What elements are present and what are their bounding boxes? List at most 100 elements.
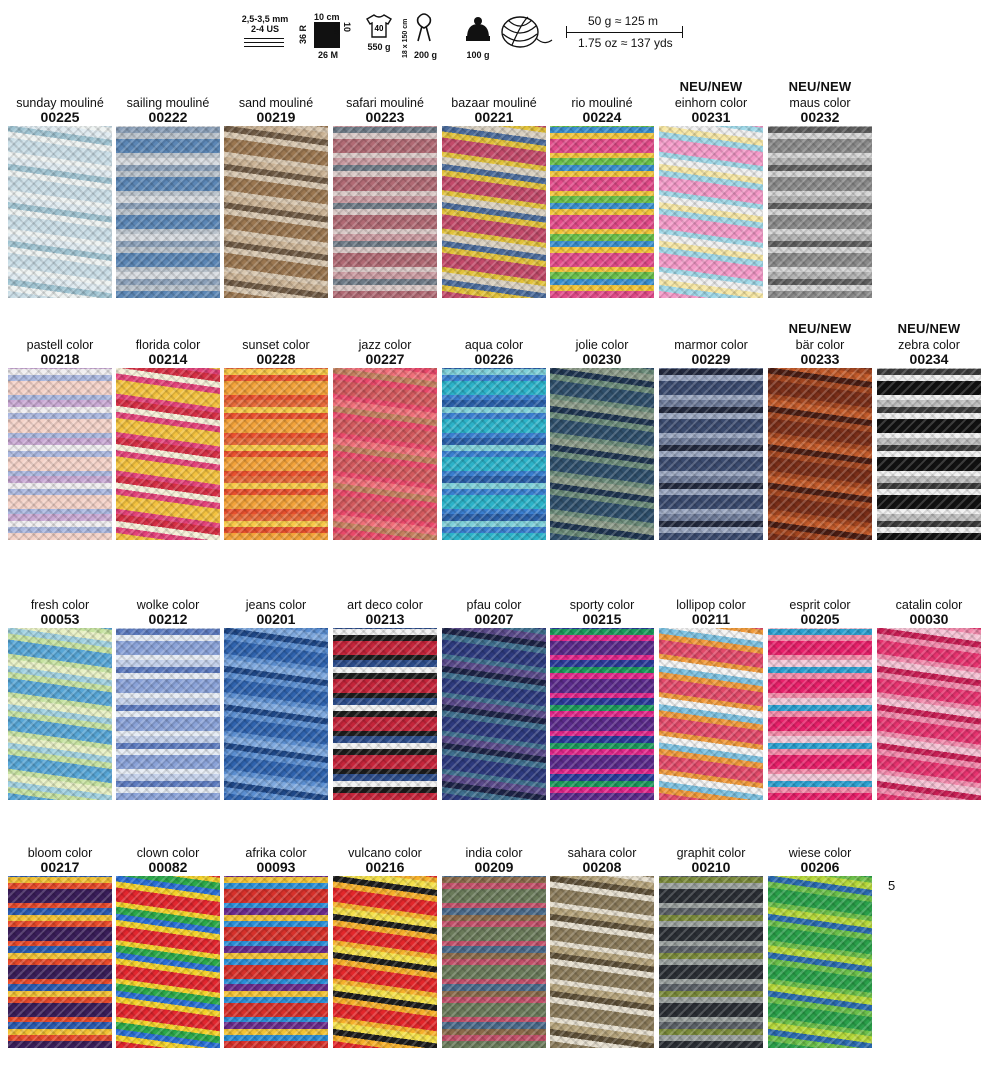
needle-us: 2-4 US <box>250 24 279 34</box>
color-name: marmor color <box>674 338 748 352</box>
knit-swatch-image <box>224 126 328 298</box>
color-name: catalin color <box>895 598 963 612</box>
yarn-swatch-item: safari mouliné 00223 <box>333 96 437 298</box>
knitting-needles-icon <box>244 38 284 50</box>
yarn-swatch-item: afrika color 00093 <box>224 846 328 1048</box>
new-badge: NEU/NEW <box>679 79 743 94</box>
color-name: bloom color <box>27 846 93 860</box>
color-name: sahara color <box>567 846 637 860</box>
yarn-swatch-item: sailing mouliné 00222 <box>116 96 220 298</box>
yarn-swatch-item: bloom color 00217 <box>8 846 112 1048</box>
color-name: vulcano color <box>348 846 422 860</box>
yarn-swatch-item: sunset color 00228 <box>224 338 328 540</box>
color-name: sunday mouliné <box>16 96 104 110</box>
yarn-ball-icon <box>498 14 554 54</box>
knit-swatch-image <box>224 368 328 540</box>
yarn-swatch-item: marmor color 00229 <box>659 338 763 540</box>
color-code: 00232 <box>800 109 840 125</box>
gauge-grid-icon <box>314 22 340 48</box>
knit-swatch-image <box>8 368 112 540</box>
yarn-swatch-item: jolie color 00230 <box>550 338 654 540</box>
garment-weight: 550 g <box>367 42 391 52</box>
knit-swatch-image <box>333 126 437 298</box>
yarn-swatch-item: pfau color 00207 <box>442 598 546 800</box>
color-code: 00231 <box>691 109 731 125</box>
hat-weight: 100 g <box>466 50 490 60</box>
color-name: wolke color <box>136 598 200 612</box>
color-code: 00224 <box>582 109 622 125</box>
knit-swatch-image <box>768 126 872 298</box>
yarn-swatch-item: NEU/NEW einhorn color 00231 <box>659 79 763 298</box>
knit-swatch-image <box>768 876 872 1048</box>
color-code: 00205 <box>800 611 840 627</box>
yarn-swatch-item: sand mouliné 00219 <box>224 96 328 298</box>
color-name: safari mouliné <box>346 96 424 110</box>
new-badge: NEU/NEW <box>788 79 852 94</box>
color-code: 00211 <box>691 611 731 627</box>
yarn-swatch-item: catalin color 00030 <box>877 598 981 800</box>
new-badge: NEU/NEW <box>788 321 852 336</box>
color-name: sporty color <box>569 598 635 612</box>
length-ratio: 50 g ≈ 125 m 1.75 oz ≈ 137 yds <box>562 14 692 54</box>
color-code: 00207 <box>474 611 514 627</box>
yarn-skein-icon <box>501 16 553 48</box>
page-number: 5 <box>888 878 896 893</box>
color-code: 00213 <box>365 611 405 627</box>
yarn-swatch-item: lollipop color 00211 <box>659 598 763 800</box>
color-name: sand mouliné <box>238 96 314 110</box>
yarn-swatch-item: florida color 00214 <box>116 338 220 540</box>
color-code: 00218 <box>40 351 80 367</box>
knit-swatch-image <box>550 126 654 298</box>
color-code: 00215 <box>582 611 622 627</box>
color-code: 00201 <box>256 611 296 627</box>
gauge-rows: 36 R <box>298 24 308 44</box>
scarf-shape-icon <box>416 13 432 42</box>
yarn-swatch-item: esprit color 00205 <box>768 598 872 800</box>
color-code: 00234 <box>909 351 949 367</box>
color-name: einhorn color <box>674 96 748 110</box>
yarn-swatch-item: art deco color 00213 <box>333 598 437 800</box>
knit-swatch-image <box>116 126 220 298</box>
color-name: india color <box>465 846 523 860</box>
knit-swatch-image <box>8 126 112 298</box>
yarn-swatch-item: bazaar mouliné 00221 <box>442 96 546 298</box>
yarn-swatch-item: jazz color 00227 <box>333 338 437 540</box>
color-name: jolie color <box>575 338 629 352</box>
color-name: art deco color <box>347 598 423 612</box>
color-name: rio mouliné <box>571 96 633 110</box>
knit-swatch-image <box>8 628 112 800</box>
color-name: jeans color <box>245 598 307 612</box>
scarf-size: 18 x 150 cm <box>402 18 409 58</box>
color-code: 00233 <box>800 351 840 367</box>
color-code: 00230 <box>582 351 622 367</box>
gauge-width: 10 cm <box>314 12 340 22</box>
color-name: bär color <box>795 338 845 352</box>
color-code: 00222 <box>148 109 188 125</box>
beanie-icon <box>466 17 490 41</box>
yarn-swatch-item: clown color 00082 <box>116 846 220 1048</box>
color-name: aqua color <box>464 338 524 352</box>
knit-swatch-image <box>116 628 220 800</box>
color-name: sunset color <box>242 338 310 352</box>
color-name: lollipop color <box>676 598 746 612</box>
color-code: 00082 <box>148 859 188 875</box>
color-name: clown color <box>136 846 200 860</box>
knit-swatch-image <box>224 876 328 1048</box>
knit-swatch-image <box>877 368 981 540</box>
color-code: 00053 <box>40 611 80 627</box>
gauge-height: 10 cm <box>332 22 352 36</box>
garment-icon: 40 550 g <box>364 14 394 62</box>
color-code: 00217 <box>40 859 80 875</box>
gauge-stitches: 26 M <box>318 50 339 60</box>
color-code: 00223 <box>365 109 405 125</box>
yarn-swatch-item: NEU/NEW zebra color 00234 <box>877 321 981 540</box>
knit-swatch-image <box>442 368 546 540</box>
needle-mm: 2,5-3,5 mm <box>241 14 289 24</box>
yarn-spec-icons: 2,5-3,5 mm 2-4 US 10 cm 36 R 10 cm 26 M … <box>240 8 700 64</box>
knit-swatch-image <box>659 126 763 298</box>
yarn-swatch-item: wolke color 00212 <box>116 598 220 800</box>
yarn-swatch-item: aqua color 00226 <box>442 338 546 540</box>
color-name: jazz color <box>358 338 412 352</box>
color-name: pfau color <box>466 598 522 612</box>
knit-swatch-image <box>333 628 437 800</box>
